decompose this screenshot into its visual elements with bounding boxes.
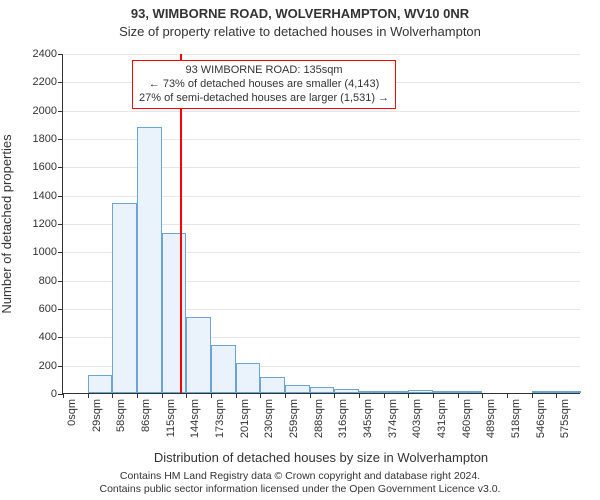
bar (458, 391, 483, 393)
bar (186, 317, 211, 394)
bar (334, 389, 359, 393)
y-tick-label: 600 (39, 303, 63, 315)
chart-subtitle: Size of property relative to detached ho… (0, 24, 600, 40)
x-tick (236, 393, 237, 398)
x-tick (433, 393, 434, 398)
bar (310, 387, 335, 393)
y-axis-label: Number of detached properties (0, 134, 14, 313)
y-tick-label: 1200 (33, 218, 63, 230)
x-tick-label: 489sqm (485, 399, 497, 438)
bar (211, 345, 236, 393)
x-tick (384, 393, 385, 398)
bar (236, 363, 261, 393)
x-tick (63, 393, 64, 398)
x-tick-label: 345sqm (362, 399, 374, 438)
x-tick (186, 393, 187, 398)
bar (408, 390, 433, 393)
bar (285, 385, 310, 394)
gridline (63, 54, 580, 55)
x-tick-label: 230sqm (263, 399, 275, 438)
annotation-line-3: 27% of semi-detached houses are larger (… (139, 92, 389, 106)
y-tick-label: 400 (39, 331, 63, 343)
y-tick-label: 200 (39, 360, 63, 372)
x-tick-label: 173sqm (214, 399, 226, 438)
x-axis-label: Distribution of detached houses by size … (62, 450, 580, 465)
y-tick-label: 2200 (33, 76, 63, 88)
footer: Contains HM Land Registry data © Crown c… (0, 470, 600, 496)
x-tick (532, 393, 533, 398)
x-tick (482, 393, 483, 398)
y-tick-label: 1600 (33, 161, 63, 173)
x-tick-label: 460sqm (461, 399, 473, 438)
bar (260, 377, 285, 393)
y-tick-label: 0 (51, 388, 63, 400)
bar (384, 391, 409, 393)
x-tick-label: 29sqm (91, 399, 103, 432)
annotation-line-2: ← 73% of detached houses are smaller (4,… (139, 78, 389, 92)
x-tick (310, 393, 311, 398)
x-tick (556, 393, 557, 398)
x-tick (137, 393, 138, 398)
y-tick-label: 2000 (33, 105, 63, 117)
x-tick-label: 144sqm (189, 399, 201, 438)
x-tick (112, 393, 113, 398)
x-tick-label: 0sqm (66, 399, 78, 426)
y-tick-label: 800 (39, 275, 63, 287)
annotation-box: 93 WIMBORNE ROAD: 135sqm ← 73% of detach… (132, 60, 396, 109)
x-tick (285, 393, 286, 398)
gridline (63, 111, 580, 112)
x-tick (458, 393, 459, 398)
x-tick (507, 393, 508, 398)
x-tick-label: 374sqm (387, 399, 399, 438)
footer-line-1: Contains HM Land Registry data © Crown c… (0, 470, 600, 483)
x-tick-label: 316sqm (337, 399, 349, 438)
bar (88, 375, 113, 393)
bar (137, 127, 162, 393)
y-tick-label: 2400 (33, 48, 63, 60)
bar (532, 391, 557, 393)
x-tick-label: 431sqm (436, 399, 448, 438)
x-tick (359, 393, 360, 398)
x-tick (260, 393, 261, 398)
x-tick (334, 393, 335, 398)
x-tick-label: 58sqm (115, 399, 127, 432)
y-tick-label: 1000 (33, 246, 63, 258)
x-tick-label: 288sqm (313, 399, 325, 438)
x-tick-label: 575sqm (559, 399, 571, 438)
bar (162, 233, 187, 393)
bar (433, 391, 458, 393)
annotation-line-1: 93 WIMBORNE ROAD: 135sqm (139, 64, 389, 78)
x-tick (162, 393, 163, 398)
chart-title: 93, WIMBORNE ROAD, WOLVERHAMPTON, WV10 0… (0, 6, 600, 22)
x-tick-label: 201sqm (239, 399, 251, 438)
x-tick-label: 518sqm (510, 399, 522, 438)
x-tick (211, 393, 212, 398)
figure: { "title": "93, WIMBORNE ROAD, WOLVERHAM… (0, 0, 600, 500)
x-tick-label: 403sqm (411, 399, 423, 438)
y-tick-label: 1800 (33, 133, 63, 145)
bar (112, 203, 137, 393)
footer-line-2: Contains public sector information licen… (0, 483, 600, 496)
bar (556, 391, 581, 393)
x-tick-label: 259sqm (288, 399, 300, 438)
x-tick (88, 393, 89, 398)
x-tick-label: 86sqm (140, 399, 152, 432)
x-tick-label: 546sqm (535, 399, 547, 438)
y-tick-label: 1400 (33, 190, 63, 202)
x-tick (408, 393, 409, 398)
x-tick-label: 115sqm (165, 399, 177, 437)
bar (359, 391, 384, 393)
